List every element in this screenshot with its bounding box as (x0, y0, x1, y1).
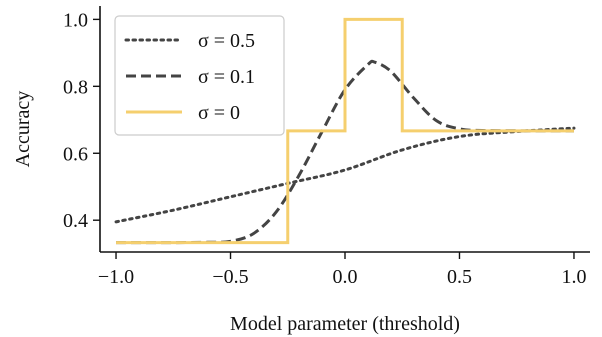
x-axis-title: Model parameter (threshold) (230, 313, 460, 335)
y-tick-label: 1.0 (63, 9, 88, 31)
y-tick-label: 0.6 (63, 143, 88, 165)
x-tick-label: −1.0 (98, 266, 134, 288)
ticks: −1.0 −0.5 0.0 0.5 1.0 0.4 0.6 0.8 1.0 (63, 9, 586, 288)
y-tick-label: 0.4 (63, 210, 88, 232)
legend-frame (114, 15, 285, 136)
legend-label-3: σ = 0 (198, 102, 240, 124)
legend: σ = 0.5 σ = 0.1 σ = 0 (114, 15, 285, 136)
x-tick-label: 0.5 (447, 266, 472, 288)
legend-label-1: σ = 0.5 (198, 30, 255, 52)
series-line-1 (114, 126, 576, 224)
y-tick-label: 0.8 (63, 76, 88, 98)
series-layer (114, 17, 576, 245)
legend-label-2: σ = 0.1 (198, 66, 255, 88)
y-axis-title: Accuracy (12, 91, 34, 168)
legend-items: σ = 0.5 σ = 0.1 σ = 0 (124, 30, 255, 124)
x-tick-label: −0.5 (212, 266, 248, 288)
series-line-3 (116, 17, 574, 245)
x-tick-label: 0.0 (333, 266, 358, 288)
x-tick-label: 1.0 (561, 266, 586, 288)
